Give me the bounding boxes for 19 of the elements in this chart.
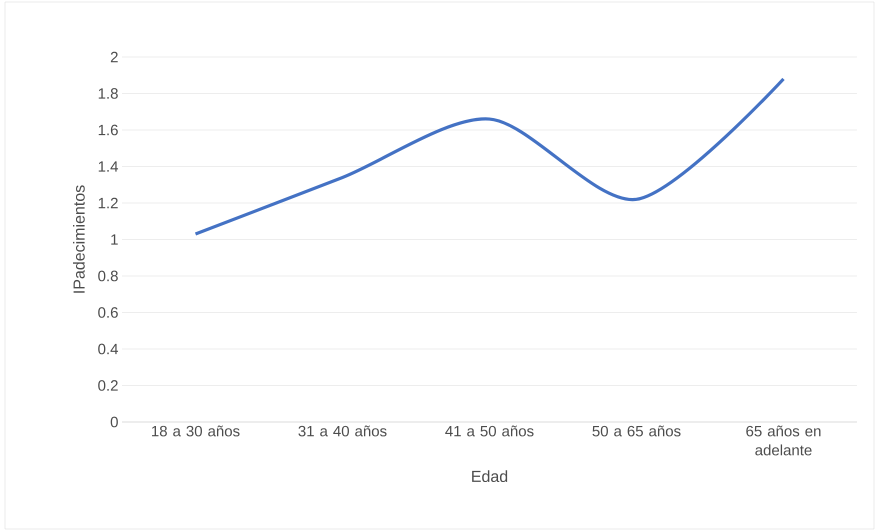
y-tick-label: 1 [111,234,118,245]
x-axis-title: Edad [472,470,508,482]
y-tick-label: 0.6 [98,307,118,318]
y-tick-label: 0 [110,416,118,428]
line-series [194,77,786,236]
y-tick-label: 1.2 [98,198,118,208]
y-tick-label: 1.4 [98,161,118,172]
x-tick-label: 65 años en adelante [746,426,820,456]
x-tick-label: 31 a 40 años [298,426,387,436]
y-tick-label: 0.4 [98,344,118,354]
y-tick-label: 2 [110,52,118,62]
x-tick-label: 50 a 65 años [592,426,681,436]
y-tick-label: 1.6 [98,124,118,136]
x-tick-label: 41 a 50 años [445,426,534,436]
y-tick-label: 0.2 [98,380,118,391]
y-tick-label: 1.8 [98,88,118,99]
x-tick-label: 18 a 30 años [152,426,240,436]
y-tick-label: 0.8 [98,270,118,282]
y-axis-title: IPadecimientos [73,185,85,293]
